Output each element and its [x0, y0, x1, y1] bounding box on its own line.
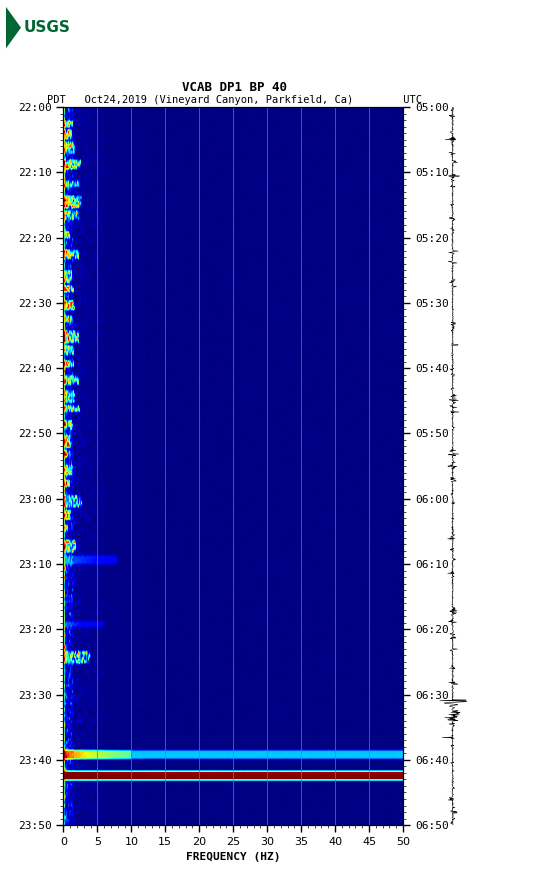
Text: VCAB DP1 BP 40: VCAB DP1 BP 40: [182, 80, 287, 94]
Text: PDT   Oct24,2019 (Vineyard Canyon, Parkfield, Ca)        UTC: PDT Oct24,2019 (Vineyard Canyon, Parkfie…: [47, 95, 422, 105]
Text: USGS: USGS: [24, 21, 71, 35]
X-axis label: FREQUENCY (HZ): FREQUENCY (HZ): [186, 853, 280, 863]
Polygon shape: [6, 6, 21, 49]
